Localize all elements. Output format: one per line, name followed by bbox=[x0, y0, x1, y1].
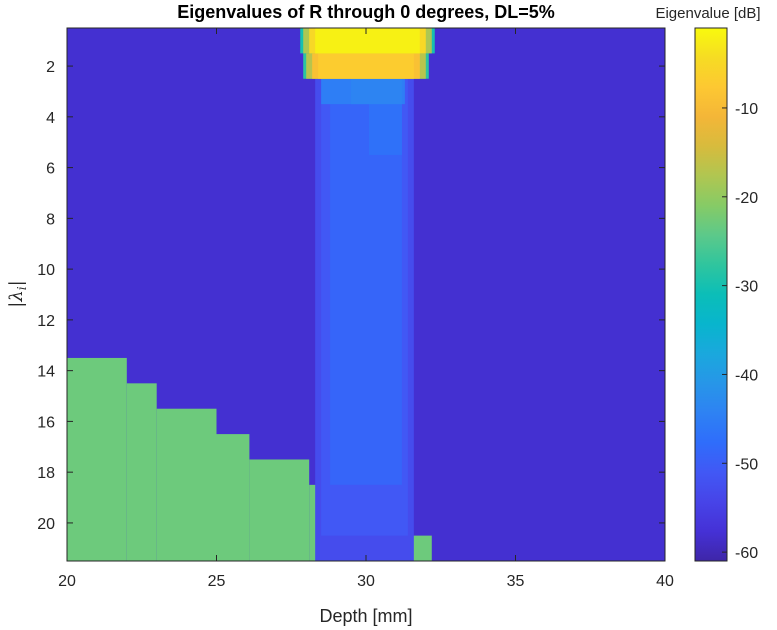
x-axis-label: Depth [mm] bbox=[319, 606, 412, 626]
colorbar: -10 -20 -30 -40 -50 -60 Eigenvalue [dB] bbox=[655, 5, 760, 562]
y-axis-ticks: 2 4 6 8 10 12 14 16 18 20 bbox=[37, 59, 665, 533]
heatmap-cell bbox=[126, 383, 157, 561]
y-tick-label: 10 bbox=[37, 262, 55, 279]
x-axis-ticks: 20 25 30 35 40 bbox=[58, 28, 674, 590]
heatmap-cell bbox=[249, 459, 310, 561]
colorbar-tick-label: -30 bbox=[735, 279, 758, 296]
y-tick-label: 6 bbox=[46, 161, 55, 178]
y-tick-label: 12 bbox=[37, 313, 55, 330]
heatmap-cell bbox=[216, 434, 250, 561]
x-tick-label: 25 bbox=[208, 573, 226, 590]
heatmap-cell bbox=[351, 78, 402, 105]
colorbar-tick-label: -50 bbox=[735, 456, 758, 473]
y-tick-label: 14 bbox=[37, 364, 55, 381]
svg-text:|λi|: |λi| bbox=[6, 280, 29, 307]
heatmap-cells bbox=[67, 28, 435, 561]
y-tick-label: 16 bbox=[37, 414, 55, 431]
colorbar-tick-label: -20 bbox=[735, 190, 758, 207]
heatmap-cell bbox=[156, 408, 217, 561]
colorbar-tick-label: -40 bbox=[735, 367, 758, 384]
x-tick-label: 30 bbox=[357, 573, 375, 590]
y-axis-label-subscript: i bbox=[15, 286, 29, 290]
y-axis-label-main: |λ bbox=[6, 290, 27, 307]
heatmap-cell bbox=[315, 28, 420, 54]
colorbar-tick-label: -60 bbox=[735, 545, 758, 562]
colorbar-gradient bbox=[695, 28, 727, 561]
colorbar-tick-label: -10 bbox=[735, 101, 758, 118]
x-tick-label: 40 bbox=[656, 573, 674, 590]
colorbar-title: Eigenvalue [dB] bbox=[655, 5, 760, 22]
y-tick-label: 2 bbox=[46, 59, 55, 76]
heatmap-cell bbox=[67, 357, 127, 561]
y-tick-label: 8 bbox=[46, 211, 55, 228]
y-axis-label-close: | bbox=[6, 280, 27, 286]
x-tick-label: 20 bbox=[58, 573, 76, 590]
heatmap-cell bbox=[318, 53, 414, 79]
plot-area bbox=[66, 27, 666, 562]
y-tick-label: 18 bbox=[37, 465, 55, 482]
y-axis-label: |λi| bbox=[6, 280, 29, 307]
y-tick-label: 20 bbox=[37, 516, 55, 533]
colorbar-ticks: -10 -20 -30 -40 -50 -60 bbox=[722, 101, 758, 562]
colorbar-frame bbox=[694, 27, 728, 562]
y-tick-label: 4 bbox=[46, 110, 55, 127]
chart-title: Eigenvalues of R through 0 degrees, DL=5… bbox=[177, 2, 555, 22]
x-tick-label: 35 bbox=[507, 573, 525, 590]
